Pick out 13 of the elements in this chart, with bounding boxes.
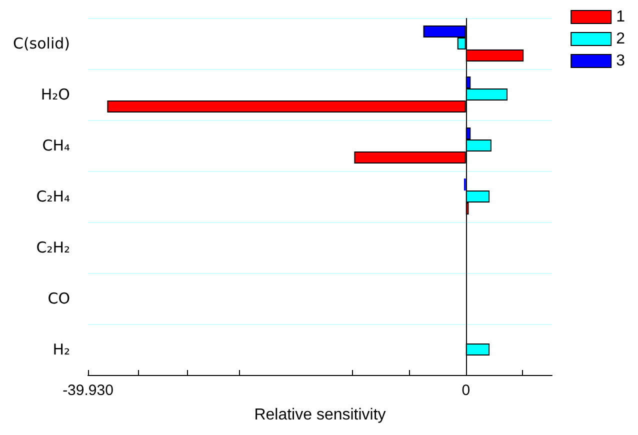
x-tick-label: 0 [462, 382, 470, 399]
legend-label: 1 [616, 8, 626, 26]
y-tick-label: H₂ [52, 340, 70, 358]
y-tick-label: H₂O [40, 86, 70, 104]
y-tick-label: C₂H₄ [36, 188, 70, 206]
legend-label: 3 [616, 52, 626, 70]
y-tick-label: C(solid) [12, 34, 70, 52]
x-tick-label: -39.930 [62, 382, 114, 399]
legend-label: 2 [616, 30, 626, 48]
x-axis-title: Relative sensitivity [254, 406, 386, 424]
y-tick-label: CH₄ [42, 136, 70, 154]
y-tick-label: CO [48, 290, 70, 308]
y-tick-label: C₂H₂ [36, 238, 70, 256]
